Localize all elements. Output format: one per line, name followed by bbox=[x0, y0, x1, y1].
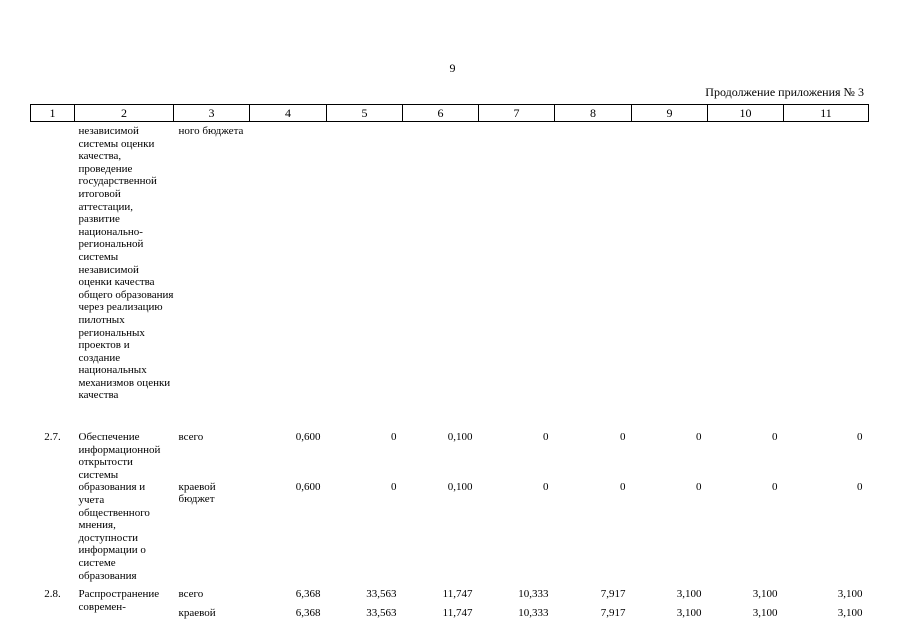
source-label-text: краевой бюджет bbox=[178, 480, 216, 506]
value-cell: 7,917 bbox=[600, 588, 626, 601]
header-col-6: 6 bbox=[402, 104, 479, 122]
source-label: всего bbox=[178, 431, 204, 443]
header-col-2: 2 bbox=[74, 104, 174, 122]
carry-over-row: независимой системы оценки качества, про… bbox=[31, 122, 869, 432]
row-name: Обеспечение информационной открытости си… bbox=[78, 431, 161, 582]
header-col-5: 5 bbox=[326, 104, 403, 122]
table-row: краевой бюджет 0,600 0 0,100 0 0 0 0 0 bbox=[31, 477, 869, 583]
source-label: краевой bbox=[178, 606, 216, 619]
carry-over-source: ного бюджета bbox=[178, 125, 244, 137]
value-cell: 0,100 bbox=[447, 431, 473, 443]
continuation-note: Продолжение приложения № 3 bbox=[705, 85, 864, 99]
row-number: 2.7. bbox=[44, 431, 61, 443]
table-row: 2.8. Распространение современ- всего 6,3… bbox=[31, 582, 869, 613]
value-cell: 0 bbox=[391, 431, 397, 443]
value-cell: 0 bbox=[696, 480, 702, 493]
source-label: всего bbox=[178, 588, 204, 601]
row-number: 2.8. bbox=[44, 588, 61, 601]
value-cell: 0 bbox=[696, 431, 702, 443]
value-cell: 3,100 bbox=[752, 606, 778, 619]
value-cell: 0 bbox=[620, 480, 626, 493]
source-label: краевой бюджет bbox=[174, 477, 250, 583]
value-cell: 0 bbox=[543, 431, 549, 443]
value-cell: 6,368 bbox=[295, 606, 321, 619]
value-cell: 6,368 bbox=[295, 588, 321, 601]
header-col-8: 8 bbox=[554, 104, 632, 122]
budget-table: 1 2 3 4 5 6 7 8 9 10 11 независимой сист… bbox=[30, 104, 869, 619]
header-col-1: 1 bbox=[30, 104, 75, 122]
header-col-11: 11 bbox=[783, 104, 869, 122]
header-col-7: 7 bbox=[478, 104, 555, 122]
value-cell: 7,917 bbox=[600, 606, 626, 619]
table-row: краевой 6,368 33,563 11,747 10,333 7,917… bbox=[31, 601, 869, 620]
value-cell: 33,563 bbox=[366, 588, 397, 601]
header-row: 1 2 3 4 5 6 7 8 9 10 11 bbox=[30, 104, 869, 122]
value-cell: 0,600 bbox=[295, 480, 321, 493]
value-cell: 33,563 bbox=[366, 606, 397, 619]
value-cell: 10,333 bbox=[518, 606, 549, 619]
header-col-4: 4 bbox=[249, 104, 327, 122]
value-cell: 0 bbox=[772, 431, 778, 443]
value-cell: 3,100 bbox=[752, 588, 778, 601]
header-col-10: 10 bbox=[707, 104, 784, 122]
value-cell: 10,333 bbox=[518, 588, 549, 601]
value-cell: 11,747 bbox=[442, 588, 473, 601]
value-cell: 0,600 bbox=[295, 431, 321, 443]
page-number: 9 bbox=[449, 61, 456, 75]
value-cell: 0 bbox=[543, 480, 549, 493]
header-col-9: 9 bbox=[631, 104, 708, 122]
value-cell: 11,747 bbox=[442, 606, 473, 619]
table-row: 2.7. Обеспечение информационной открытос… bbox=[31, 431, 869, 582]
value-cell: 0,100 bbox=[447, 480, 473, 493]
row-name: Распространение современ- bbox=[78, 588, 160, 613]
value-cell: 0 bbox=[391, 480, 397, 493]
header-col-3: 3 bbox=[173, 104, 250, 122]
value-cell: 3,100 bbox=[837, 606, 863, 619]
value-cell: 0 bbox=[857, 480, 863, 493]
value-cell: 3,100 bbox=[837, 588, 863, 601]
carry-over-name: независимой системы оценки качества, про… bbox=[78, 125, 174, 402]
value-cell: 3,100 bbox=[676, 588, 702, 601]
value-cell: 0 bbox=[857, 431, 863, 443]
value-cell: 0 bbox=[772, 480, 778, 493]
value-cell: 3,100 bbox=[676, 606, 702, 619]
value-cell: 0 bbox=[620, 431, 626, 443]
